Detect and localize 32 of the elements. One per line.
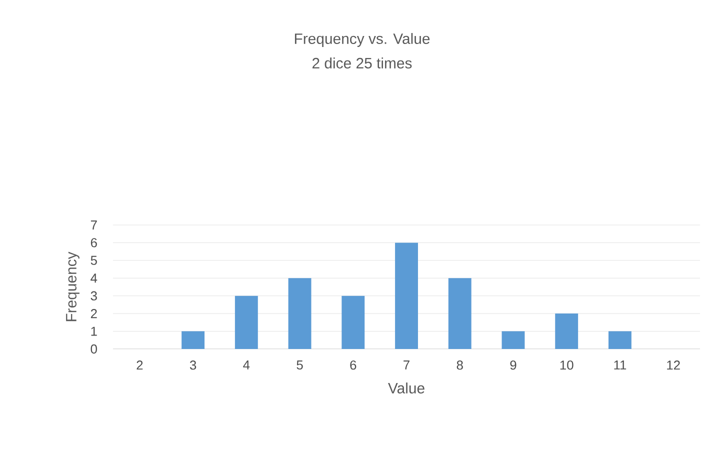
bar [555,314,578,349]
x-tick-label: 2 [136,360,143,370]
chart-subtitle: 2 dice 25 times [312,58,412,68]
y-tick-label: 5 [90,256,97,265]
bar [342,296,365,349]
bar [448,278,472,349]
y-tick-label: 6 [90,238,97,248]
bar [502,331,525,349]
y-tick-label: 1 [91,326,97,336]
x-tick-label: 12 [667,360,680,370]
x-tick-label: 9 [510,360,516,370]
bar [395,242,418,349]
x-tick-label: 5 [296,360,303,370]
y-tick-label: 3 [90,291,97,300]
y-tick-label: 0 [90,344,97,354]
x-tick-label: 6 [350,360,356,370]
bar [288,278,312,349]
chart-title: Frequency vs. Value [294,33,430,47]
y-tick-label: 7 [90,220,97,230]
x-tick-label: 7 [404,360,410,370]
y-tick-label: 4 [90,274,98,283]
bar [234,296,258,349]
x-tick-label: 4 [243,360,250,370]
x-tick-label: 3 [190,360,196,370]
x-tick-label: 10 [560,360,574,370]
bar [608,331,632,349]
x-axis-title: Value [388,382,424,394]
bar [182,331,205,349]
x-tick-label: 11 [614,360,626,370]
x-tick-label: 8 [456,360,463,370]
y-tick-label: 2 [90,309,97,318]
y-axis-title: Frequency [66,252,80,322]
